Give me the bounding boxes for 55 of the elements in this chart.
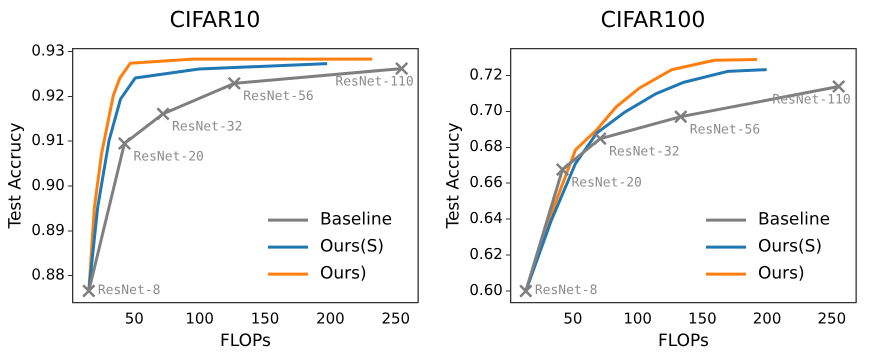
point xyxy=(82,284,96,298)
legend-label: Ours(S) xyxy=(758,236,822,257)
annotation: ResNet-110 xyxy=(772,92,851,108)
y-tick-label: 0.64 xyxy=(469,209,503,228)
chart-title: CIFAR100 xyxy=(600,8,706,33)
x-tick-label: 200 xyxy=(316,309,345,328)
y-tick-label: 0.88 xyxy=(31,266,65,284)
y-tick-label: 0.93 xyxy=(31,41,65,60)
point xyxy=(156,106,170,121)
annotation: ResNet-32 xyxy=(172,120,242,135)
y-tick-label: 0.91 xyxy=(31,131,65,150)
point xyxy=(832,80,846,94)
x-tick-label: 100 xyxy=(185,309,214,328)
annotation: ResNet-32 xyxy=(609,144,680,160)
y-tick-label: 0.70 xyxy=(469,101,503,120)
x-tick-label: 50 xyxy=(563,309,582,328)
x-tick-label: 150 xyxy=(250,309,280,328)
legend-label: Ours(S) xyxy=(320,236,384,257)
x-tick-label: 250 xyxy=(381,309,410,328)
y-tick-label: 0.89 xyxy=(31,220,65,239)
y-tick-label: 0.90 xyxy=(31,176,65,194)
x-axis-title: FLOPs xyxy=(220,331,271,352)
point xyxy=(674,110,688,124)
y-axis-title: Test Accrucy xyxy=(444,122,464,230)
point xyxy=(227,76,242,90)
legend-label: Baseline xyxy=(320,210,392,230)
annotation: ResNet-8 xyxy=(98,282,160,298)
y-tick-label: 0.60 xyxy=(469,280,503,299)
legend-label: Ours) xyxy=(320,264,367,284)
x-tick-label: 200 xyxy=(752,309,782,328)
x-axis-title: FLOPs xyxy=(658,331,709,352)
point xyxy=(593,132,608,146)
x-tick-label: 250 xyxy=(817,309,846,328)
y-axis-title: Test Accrucy xyxy=(6,122,26,230)
chart-title: CIFAR10 xyxy=(170,8,260,33)
legend-label: Ours) xyxy=(758,264,805,284)
annotation: ResNet-20 xyxy=(133,149,204,164)
y-tick-label: 0.72 xyxy=(469,65,503,84)
x-tick-label: 100 xyxy=(623,309,652,328)
y-tick-label: 0.62 xyxy=(469,245,503,264)
y-tick-label: 0.92 xyxy=(31,86,65,104)
annotation: ResNet-56 xyxy=(690,122,760,138)
annotation: ResNet-110 xyxy=(335,74,414,90)
point xyxy=(394,62,409,76)
legend-label: Baseline xyxy=(758,210,830,230)
point xyxy=(556,162,570,176)
annotation: ResNet-56 xyxy=(243,89,314,104)
y-tick-label: 0.66 xyxy=(469,173,503,192)
x-tick-label: 50 xyxy=(124,309,144,328)
point xyxy=(518,284,533,298)
point xyxy=(118,136,132,150)
x-tick-label: 150 xyxy=(688,309,717,328)
annotation: ResNet-8 xyxy=(534,282,598,298)
annotation: ResNet-20 xyxy=(571,175,642,190)
y-tick-label: 0.68 xyxy=(469,137,503,156)
